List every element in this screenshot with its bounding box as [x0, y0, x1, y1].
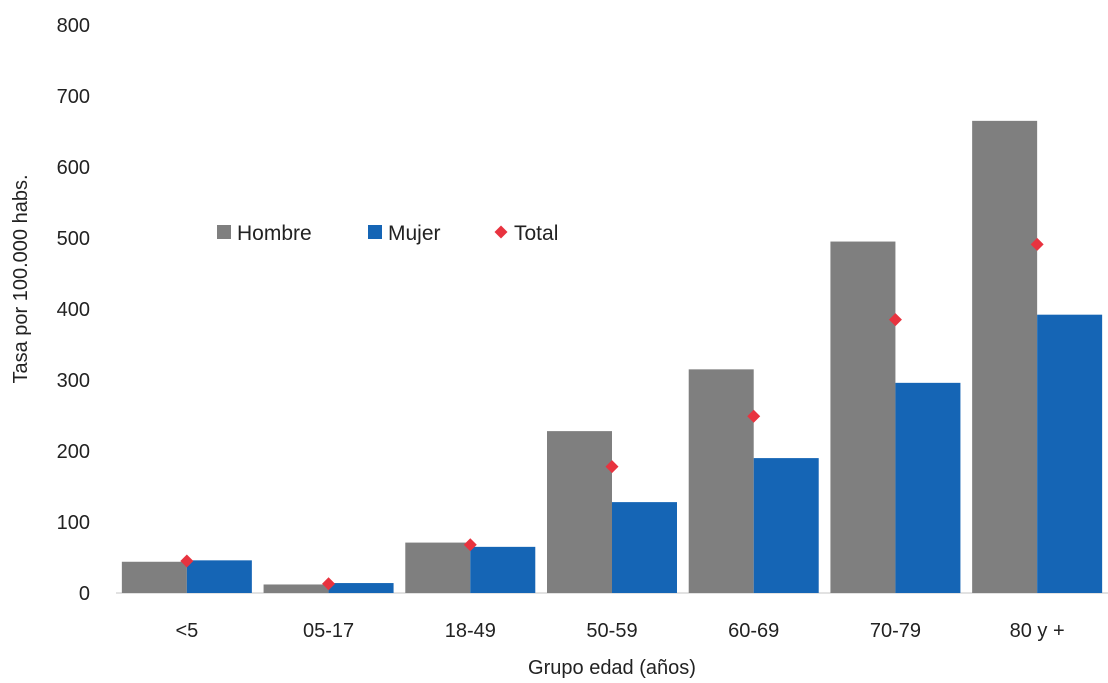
- bar-mujer-4: [753, 458, 819, 593]
- legend-swatch-hombre: [217, 225, 231, 239]
- y-axis-ticks: 0 100 200 300 400 500 600 700 800: [57, 15, 90, 605]
- bar-mujer-1: [328, 583, 394, 593]
- marker-total-4: [747, 409, 761, 423]
- y-tick-label: 600: [57, 157, 90, 179]
- x-tick-label: 70-79: [870, 620, 921, 642]
- bars: [121, 120, 1103, 594]
- x-tick-label: <5: [175, 620, 198, 642]
- y-tick-label: 200: [57, 441, 90, 463]
- legend-label-mujer: Mujer: [388, 222, 441, 245]
- legend-swatch-mujer: [368, 225, 382, 239]
- bar-mujer-5: [895, 382, 961, 593]
- y-tick-label: 800: [57, 15, 90, 37]
- bar-hombre-6: [972, 120, 1038, 593]
- x-tick-label: 50-59: [586, 620, 637, 642]
- y-tick-label: 700: [57, 86, 90, 108]
- y-axis-title: Tasa por 100.000 habs.: [10, 174, 32, 383]
- bar-mujer-3: [612, 502, 677, 593]
- bar-hombre-1: [263, 584, 329, 593]
- bar-hombre-5: [830, 241, 896, 594]
- bar-mujer-6: [1037, 314, 1103, 593]
- marker-total-0: [180, 554, 194, 568]
- y-tick-label: 100: [57, 512, 90, 534]
- x-tick-label: 80 y +: [1010, 620, 1065, 642]
- y-tick-label: 400: [57, 299, 90, 321]
- marker-total-2: [463, 538, 477, 552]
- x-axis-labels: <5 05-17 18-49 50-59 60-69 70-79 80 y +: [175, 620, 1064, 642]
- y-tick-label: 0: [79, 583, 90, 605]
- bar-mujer-0: [186, 560, 252, 593]
- legend: Hombre Mujer Total: [217, 222, 558, 245]
- marker-total-6: [1030, 237, 1044, 251]
- bar-hombre-2: [405, 542, 471, 593]
- x-axis-title: Grupo edad (años): [528, 657, 696, 679]
- y-tick-label: 500: [57, 228, 90, 250]
- total-markers: [180, 237, 1044, 591]
- bar-hombre-0: [121, 561, 187, 593]
- legend-swatch-total: [494, 225, 508, 239]
- x-tick-label: 05-17: [303, 620, 354, 642]
- legend-label-total: Total: [514, 222, 558, 245]
- bar-mujer-2: [470, 546, 536, 593]
- marker-total-3: [605, 460, 619, 474]
- bar-hombre-3: [547, 431, 612, 593]
- legend-label-hombre: Hombre: [237, 222, 312, 245]
- x-tick-label: 18-49: [445, 620, 496, 642]
- y-tick-label: 300: [57, 370, 90, 392]
- x-tick-label: 60-69: [728, 620, 779, 642]
- marker-total-5: [888, 313, 902, 327]
- bar-hombre-4: [688, 369, 754, 593]
- marker-total-1: [322, 577, 336, 591]
